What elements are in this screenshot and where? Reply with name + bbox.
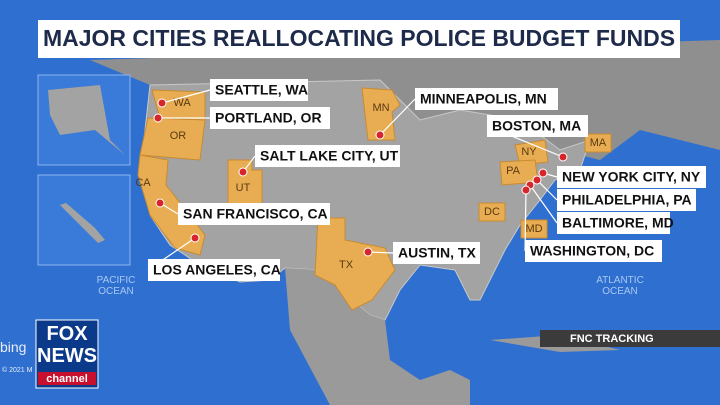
city-dot <box>153 113 163 123</box>
city-label-box <box>148 259 280 281</box>
state-label: WA <box>173 97 191 109</box>
source-bar <box>540 330 720 347</box>
alaska <box>48 85 125 155</box>
state-label: UT <box>236 182 251 194</box>
city-label: SAN FRANCISCO, CA <box>183 206 328 222</box>
title: MAJOR CITIES REALLOCATING POLICE BUDGET … <box>43 25 675 51</box>
state-label: OR <box>170 130 187 142</box>
state-label: TX <box>339 259 354 271</box>
source: FNC TRACKING <box>570 333 654 345</box>
state-shape <box>139 117 206 161</box>
state-box <box>584 133 612 153</box>
city-dot <box>155 198 165 208</box>
city-dot <box>190 233 200 243</box>
city-label-box <box>487 115 588 137</box>
mexico <box>285 268 470 405</box>
ocean-label: OCEAN <box>602 286 638 297</box>
city-label-box <box>210 107 330 129</box>
leader-line <box>536 179 558 201</box>
city-dot <box>558 152 568 162</box>
city-label-box <box>178 203 330 225</box>
logo-channel: channel <box>46 373 88 385</box>
ocean-label: ATLANTIC <box>596 275 644 286</box>
state-label: CA <box>135 177 151 189</box>
ocean-label: OCEAN <box>98 286 134 297</box>
city-dot <box>521 185 531 195</box>
logo-news: NEWS <box>37 345 97 367</box>
state-shape <box>514 139 549 166</box>
city-dot <box>363 247 373 257</box>
city-label-box <box>415 88 558 110</box>
city-label: MINNEAPOLIS, MN <box>420 91 547 107</box>
leader-line <box>529 184 558 224</box>
city-dot <box>375 130 385 140</box>
city-dot <box>538 168 548 178</box>
city-label: WASHINGTON, DC <box>530 243 654 259</box>
state-label: MA <box>590 137 607 149</box>
city-label: NEW YORK CITY, NY <box>562 169 701 185</box>
city-label: PHILADELPHIA, PA <box>562 192 692 208</box>
leader-line <box>379 98 416 136</box>
city-label: SEATTLE, WA <box>215 82 308 98</box>
city-label: SALT LAKE CITY, UT <box>260 148 399 164</box>
city-label: BALTIMORE, MD <box>562 215 674 231</box>
logo-fox: FOX <box>46 323 88 345</box>
city-label: AUSTIN, TX <box>398 245 476 261</box>
city-dot <box>238 167 248 177</box>
ocean-label: PACIFIC <box>97 275 136 286</box>
state-label: DC <box>484 206 500 218</box>
city-label-box <box>525 240 662 262</box>
logo-strip <box>38 372 96 385</box>
watermark: bing <box>0 339 26 355</box>
city-label-box <box>557 212 670 234</box>
state-label: MD <box>525 223 542 235</box>
city-dot <box>532 175 542 185</box>
city-label-box <box>393 242 480 264</box>
city-label: BOSTON, MA <box>492 118 581 134</box>
city-label: LOS ANGELES, CA <box>153 262 281 278</box>
state-label: MN <box>372 102 389 114</box>
state-shape <box>314 217 396 311</box>
state-shape <box>361 87 401 141</box>
title-bar <box>38 20 680 58</box>
state-box <box>478 202 506 222</box>
copyright: © 2021 M <box>2 366 33 374</box>
state-shape <box>137 154 206 256</box>
city-dot <box>157 98 167 108</box>
city-label: PORTLAND, OR <box>215 110 322 126</box>
state-label: PA <box>506 165 521 177</box>
city-label-box <box>557 166 706 188</box>
city-label-box <box>210 79 308 101</box>
leader-line <box>161 89 211 104</box>
city-label-box <box>255 145 400 167</box>
hawaii <box>60 203 105 243</box>
city-label-box <box>557 189 696 211</box>
state-label: NY <box>521 146 537 158</box>
state-box <box>520 219 548 239</box>
